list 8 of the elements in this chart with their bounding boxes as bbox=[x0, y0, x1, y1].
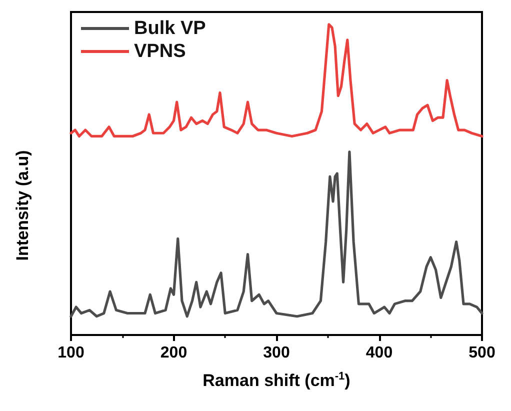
x-tick-label: 300 bbox=[263, 344, 290, 362]
y-axis-title: Intensity (a.u) bbox=[13, 150, 32, 261]
x-tick-label: 100 bbox=[58, 344, 84, 362]
x-tick-label: 400 bbox=[366, 344, 393, 362]
x-tick-label: 200 bbox=[160, 344, 188, 362]
legend-label: Bulk VP bbox=[134, 18, 206, 39]
x-tick-label: 500 bbox=[468, 344, 496, 362]
legend-label: VPNS bbox=[134, 41, 186, 62]
